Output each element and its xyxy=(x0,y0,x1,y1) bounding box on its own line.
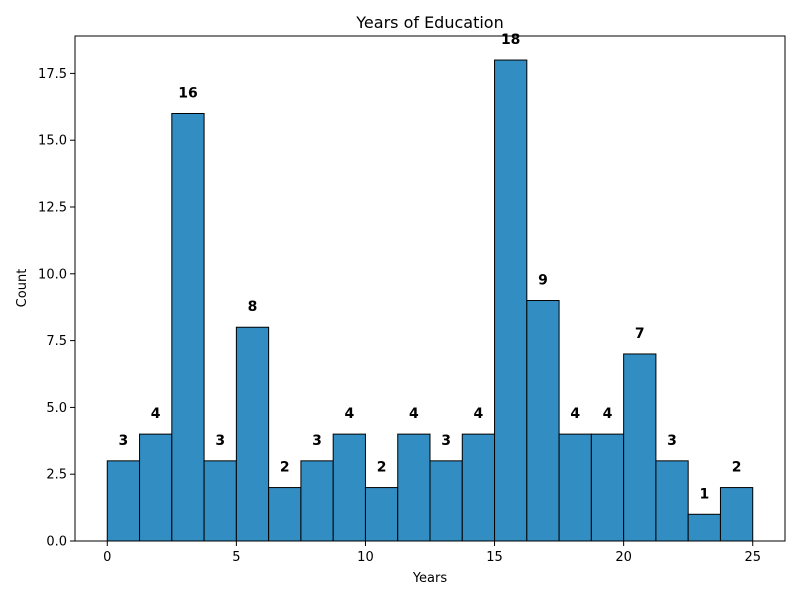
bar-value-label: 4 xyxy=(474,406,484,422)
x-tick-label: 15 xyxy=(486,550,503,565)
bar-value-label: 3 xyxy=(667,433,677,449)
histogram-bar xyxy=(719,487,754,542)
histogram-bar xyxy=(429,460,463,542)
histogram-bar xyxy=(494,59,528,542)
plot-frame xyxy=(74,35,786,542)
bar-value-label: 4 xyxy=(603,406,613,422)
histogram-bar xyxy=(203,460,237,542)
bar-value-label: 16 xyxy=(178,85,197,101)
chart-title: Years of Education xyxy=(355,13,503,32)
histogram-bar xyxy=(268,487,302,542)
x-axis-label: Years xyxy=(412,571,448,586)
histogram-bar xyxy=(139,433,173,542)
y-tick-label: 7.5 xyxy=(46,334,67,349)
bar-value-label: 2 xyxy=(377,460,387,476)
y-tick-label: 12.5 xyxy=(38,201,67,216)
y-tick-label: 15.0 xyxy=(38,134,67,149)
x-axis: 0 5 10 15 20 25 xyxy=(103,541,761,565)
histogram-bar xyxy=(590,433,625,542)
bar-labels-group: 3 4 16 3 8 2 3 4 2 4 3 4 18 9 4 4 7 3 1 2 xyxy=(119,32,742,502)
bar-value-label: 7 xyxy=(635,326,645,342)
y-axis: 0.0 2.5 5.0 7.5 10.0 12.5 15.0 17.5 xyxy=(38,67,75,550)
bar-value-label: 3 xyxy=(215,433,225,449)
y-tick-label: 2.5 xyxy=(46,468,67,483)
y-axis-label: Count xyxy=(15,269,30,308)
x-tick-label: 10 xyxy=(357,550,374,565)
histogram-bar xyxy=(558,433,592,542)
bar-value-label: 4 xyxy=(409,406,419,422)
bar-value-label: 8 xyxy=(248,299,258,315)
histogram-bar xyxy=(687,513,721,542)
bar-value-label: 3 xyxy=(119,433,129,449)
bar-value-label: 2 xyxy=(280,460,290,476)
histogram-bar xyxy=(397,433,431,542)
histogram-bar xyxy=(364,487,399,542)
bar-value-label: 4 xyxy=(570,406,580,422)
bar-value-label: 3 xyxy=(441,433,451,449)
histogram-bar xyxy=(235,326,270,542)
histogram-bar xyxy=(526,300,560,542)
bar-value-label: 4 xyxy=(151,406,161,422)
x-tick-label: 25 xyxy=(744,550,761,565)
y-tick-label: 10.0 xyxy=(38,267,67,282)
histogram-bar xyxy=(106,460,141,542)
bar-value-label: 3 xyxy=(312,433,322,449)
x-tick-label: 0 xyxy=(103,550,111,565)
x-tick-label: 5 xyxy=(232,550,240,565)
histogram-bar xyxy=(461,433,496,542)
x-tick-label: 20 xyxy=(615,550,632,565)
y-tick-label: 5.0 xyxy=(46,401,67,416)
bar-value-label: 18 xyxy=(501,32,520,48)
histogram-bar xyxy=(300,460,334,542)
bar-value-label: 9 xyxy=(538,273,548,289)
histogram-bar xyxy=(623,353,657,542)
y-tick-label: 17.5 xyxy=(38,67,67,82)
bars-group xyxy=(106,59,754,542)
histogram-bar xyxy=(655,460,689,542)
y-tick-label: 0.0 xyxy=(46,535,67,550)
histogram-bar xyxy=(332,433,366,542)
histogram-bar xyxy=(171,112,205,542)
bar-value-label: 2 xyxy=(732,460,742,476)
bar-value-label: 1 xyxy=(699,486,709,502)
bar-value-label: 4 xyxy=(344,406,354,422)
